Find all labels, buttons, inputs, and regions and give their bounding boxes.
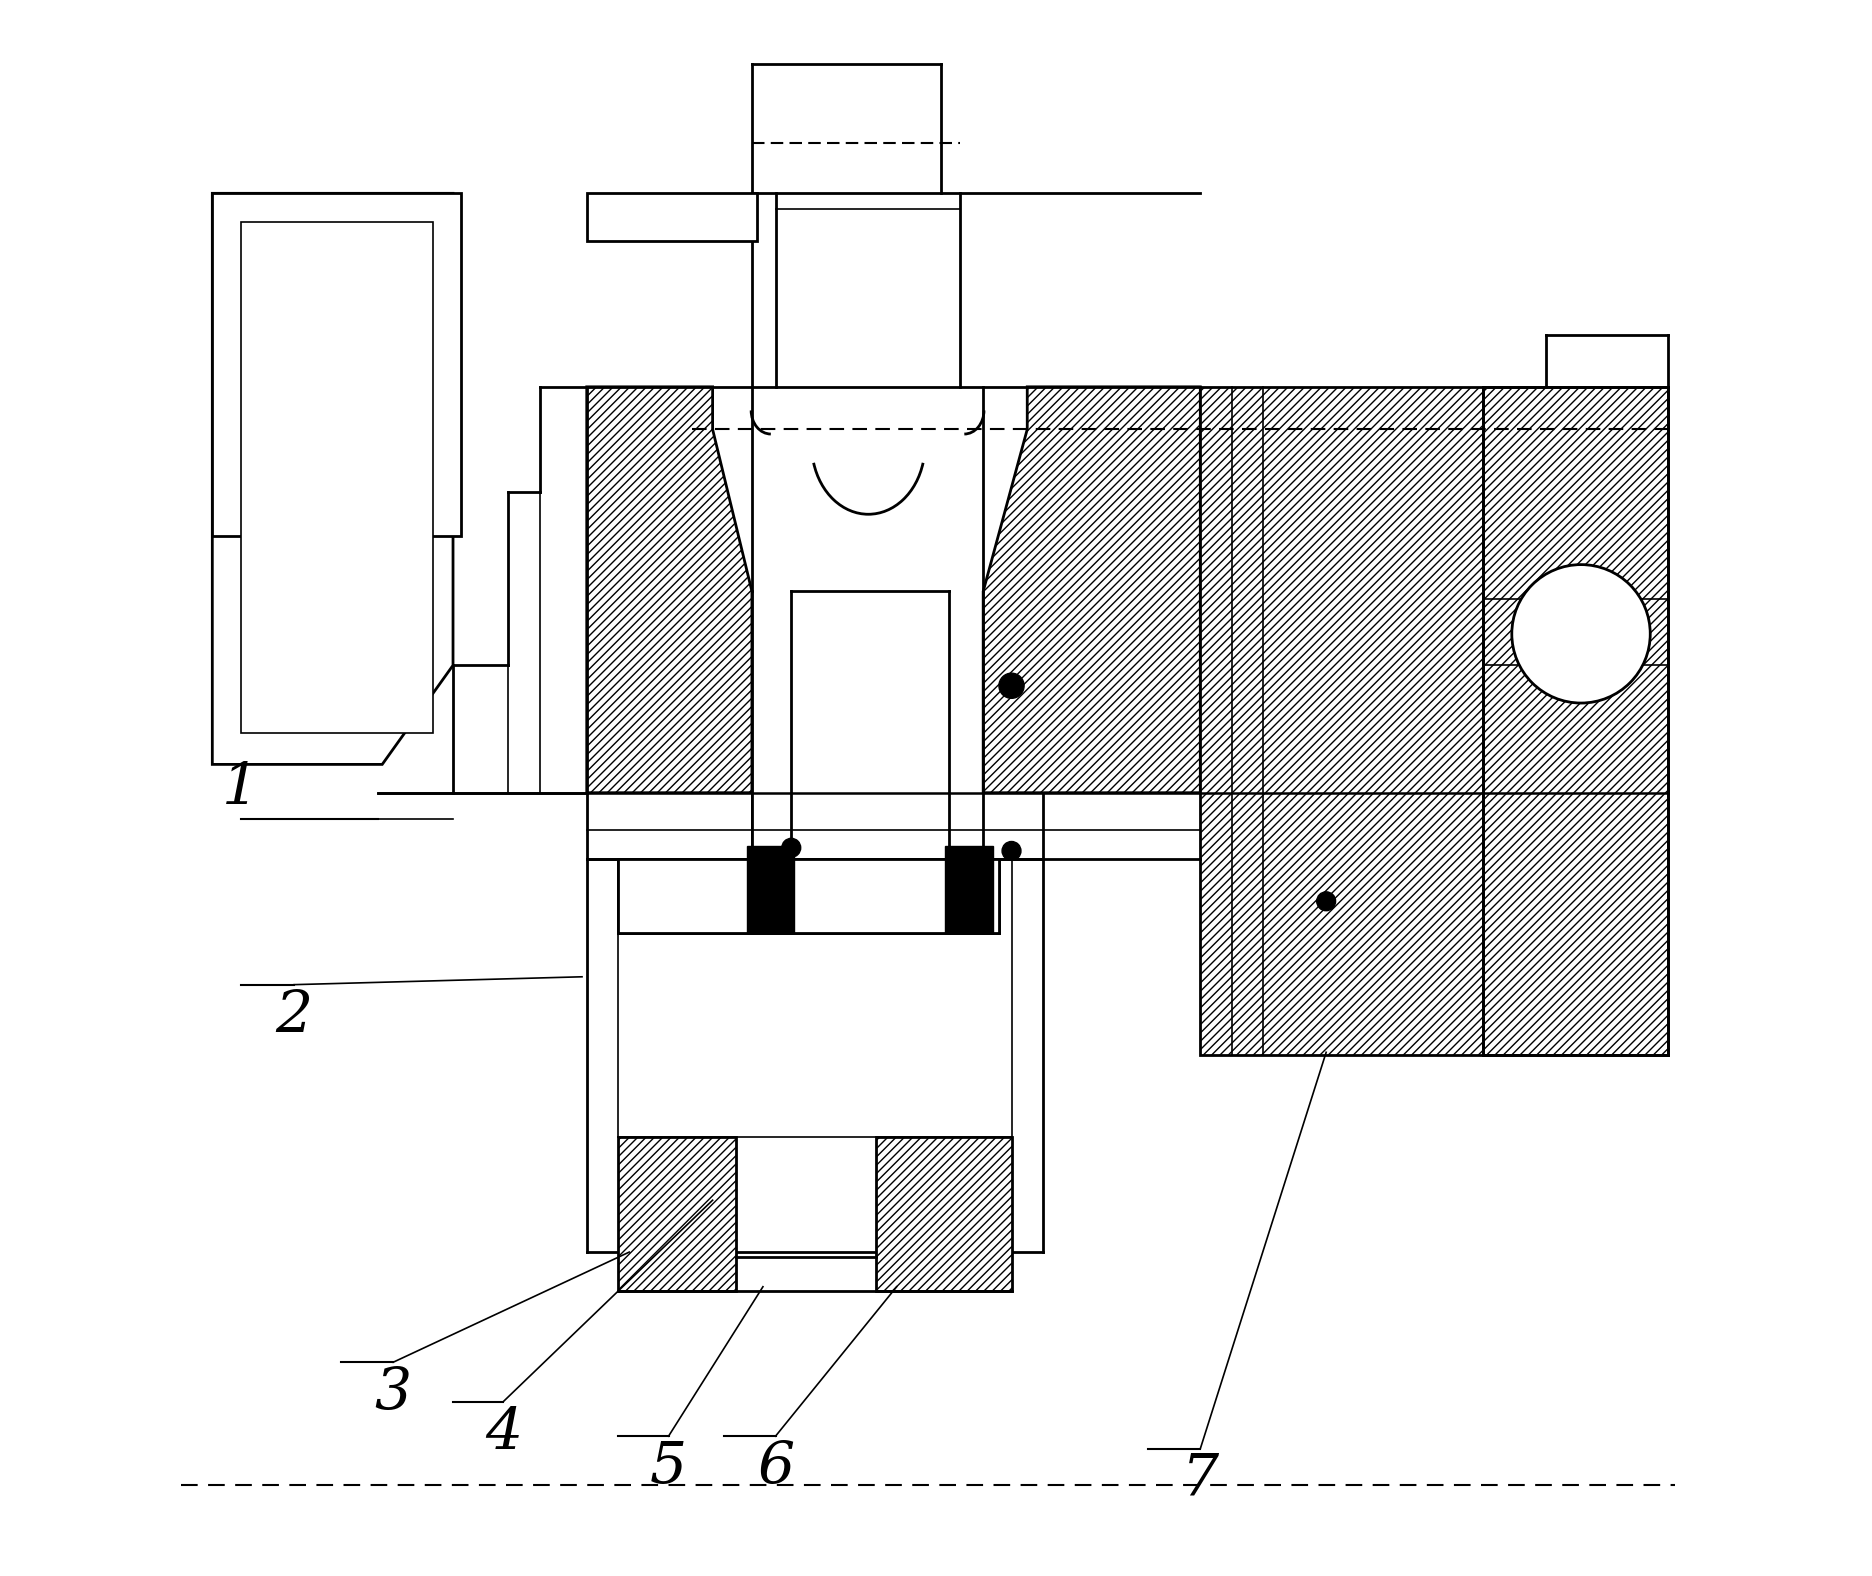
Polygon shape	[586, 386, 753, 793]
Text: 1: 1	[223, 760, 258, 816]
Text: 3: 3	[374, 1365, 412, 1422]
Bar	[586, 194, 756, 241]
Circle shape	[1002, 842, 1020, 860]
Polygon shape	[212, 194, 453, 764]
Circle shape	[1316, 892, 1335, 911]
Polygon shape	[618, 859, 1000, 933]
Polygon shape	[876, 1138, 1011, 1291]
Polygon shape	[983, 386, 1200, 793]
Circle shape	[1513, 564, 1651, 703]
Text: 5: 5	[650, 1439, 687, 1496]
Text: 2: 2	[275, 988, 313, 1045]
Bar	[212, 194, 461, 536]
Text: 4: 4	[485, 1404, 522, 1461]
Polygon shape	[1200, 386, 1483, 1056]
Text: 6: 6	[756, 1439, 794, 1496]
Polygon shape	[1483, 386, 1668, 1056]
Text: 7: 7	[1181, 1451, 1219, 1508]
Bar	[241, 222, 432, 733]
Bar	[945, 846, 992, 933]
Bar	[747, 846, 794, 933]
Circle shape	[782, 838, 801, 857]
Polygon shape	[618, 1138, 736, 1291]
Circle shape	[1000, 673, 1024, 698]
Polygon shape	[618, 591, 753, 933]
